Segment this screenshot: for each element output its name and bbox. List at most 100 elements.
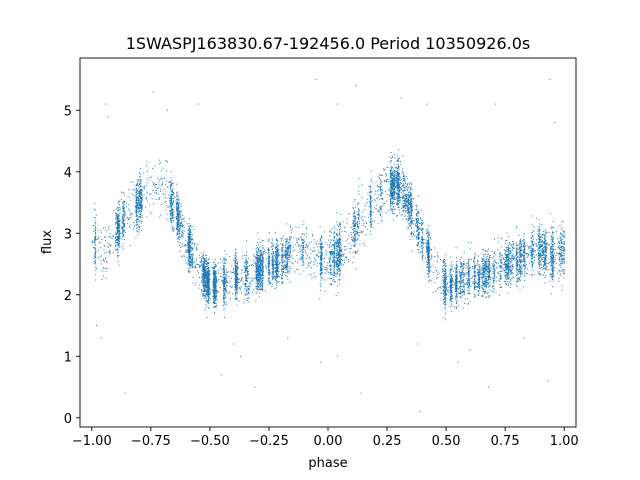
data-point xyxy=(339,239,341,241)
data-point xyxy=(225,274,227,276)
data-point xyxy=(523,256,525,258)
data-point xyxy=(172,209,174,211)
data-point xyxy=(524,257,526,259)
data-point xyxy=(319,244,321,246)
data-point xyxy=(411,221,413,223)
data-point xyxy=(169,210,171,212)
data-point xyxy=(245,277,247,279)
data-point xyxy=(392,188,394,190)
data-point xyxy=(483,276,484,278)
data-point xyxy=(558,258,560,260)
data-point xyxy=(201,291,203,293)
data-point xyxy=(281,240,283,242)
data-point xyxy=(449,273,451,275)
data-point xyxy=(244,286,246,288)
data-point xyxy=(352,238,354,240)
data-point xyxy=(137,216,139,218)
data-point xyxy=(429,266,431,268)
data-point xyxy=(563,236,565,238)
data-point xyxy=(550,258,552,260)
data-point xyxy=(482,289,484,291)
data-point xyxy=(450,289,452,291)
data-point xyxy=(523,255,525,257)
data-point xyxy=(260,265,262,267)
data-point xyxy=(339,270,341,272)
data-point xyxy=(538,254,540,256)
data-point xyxy=(518,265,520,267)
data-point xyxy=(483,254,485,256)
data-point xyxy=(118,200,120,202)
data-point xyxy=(455,286,457,288)
data-point xyxy=(281,283,283,285)
data-point xyxy=(276,266,278,268)
data-point xyxy=(563,253,565,255)
data-point xyxy=(192,254,194,256)
data-point xyxy=(172,200,174,202)
data-point xyxy=(523,265,525,267)
data-point xyxy=(336,271,338,273)
data-point xyxy=(531,249,533,251)
data-point xyxy=(274,232,276,234)
data-point xyxy=(456,266,458,268)
data-point xyxy=(510,251,512,253)
data-point xyxy=(352,239,354,241)
data-point xyxy=(408,196,410,198)
data-point xyxy=(124,211,126,213)
data-point xyxy=(532,253,534,255)
data-point xyxy=(422,256,424,258)
data-point xyxy=(405,196,407,198)
data-point xyxy=(405,197,407,199)
data-point xyxy=(135,227,137,229)
data-point xyxy=(456,295,458,297)
data-point xyxy=(246,298,248,300)
data-point xyxy=(118,246,120,248)
data-point xyxy=(260,288,262,290)
data-point xyxy=(276,267,278,269)
data-point xyxy=(390,162,392,164)
data-point xyxy=(95,247,97,249)
data-point xyxy=(331,251,333,253)
data-point xyxy=(172,183,174,185)
data-point xyxy=(418,251,420,253)
data-point xyxy=(223,288,225,289)
data-point xyxy=(391,156,393,158)
data-point xyxy=(411,210,413,212)
data-point xyxy=(510,257,512,259)
data-point xyxy=(192,247,194,249)
data-point xyxy=(444,306,446,308)
data-point xyxy=(421,251,423,253)
data-point xyxy=(140,205,142,207)
data-point xyxy=(460,263,462,265)
data-point xyxy=(394,189,396,190)
data-point xyxy=(539,264,541,266)
data-point xyxy=(463,281,465,283)
data-point xyxy=(137,182,139,184)
data-point xyxy=(354,222,356,224)
data-point xyxy=(485,277,487,279)
data-point xyxy=(512,247,514,249)
data-point xyxy=(531,267,533,269)
data-point xyxy=(451,303,453,305)
data-point xyxy=(410,201,412,203)
data-point xyxy=(550,259,552,261)
data-point xyxy=(391,158,392,160)
data-point xyxy=(518,268,520,270)
data-point xyxy=(200,259,202,261)
data-point xyxy=(215,270,217,272)
data-point xyxy=(393,186,395,188)
data-point xyxy=(136,207,138,209)
data-point xyxy=(170,212,172,214)
data-point xyxy=(223,257,225,259)
data-point xyxy=(170,215,172,217)
data-point xyxy=(369,211,371,213)
data-point xyxy=(236,273,238,275)
data-point xyxy=(455,261,457,263)
data-point xyxy=(236,290,238,292)
data-point xyxy=(352,212,354,214)
data-point xyxy=(459,296,461,298)
data-point xyxy=(248,292,249,294)
data-point xyxy=(542,251,544,253)
data-point xyxy=(488,295,490,297)
data-point xyxy=(177,217,179,219)
data-point xyxy=(173,220,175,222)
